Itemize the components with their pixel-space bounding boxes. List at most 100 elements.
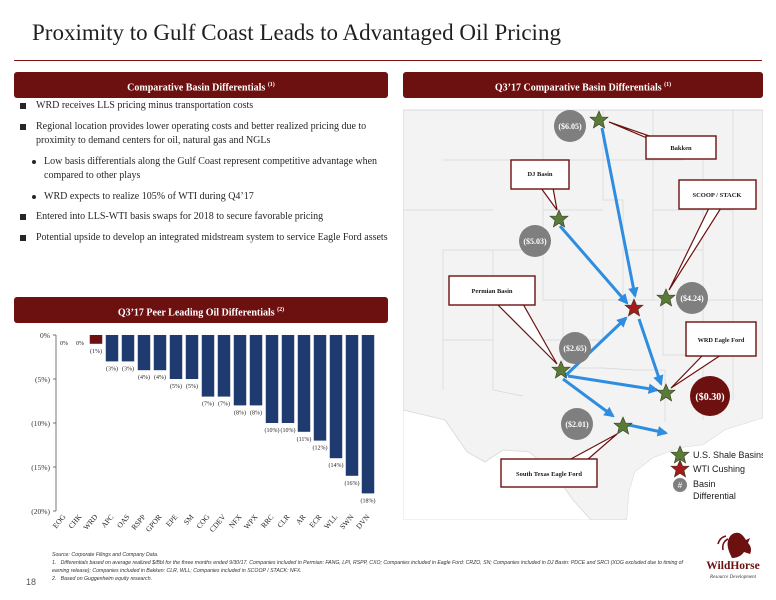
legend-shale-label: U.S. Shale Basins xyxy=(693,450,763,460)
differential-dj: ($5.03) xyxy=(519,225,551,257)
y-tick-label: (20%) xyxy=(31,507,50,516)
bar-sm xyxy=(185,335,199,379)
banner-footnote-ref: (1) xyxy=(664,82,672,88)
bar-wrd xyxy=(89,335,103,344)
y-tick-label: (15%) xyxy=(31,463,50,472)
data-label-sm: (5%) xyxy=(186,383,198,390)
sub-bullet-item: Low basis differentials along the Gulf C… xyxy=(20,155,392,184)
footnote-2: 2. Based on Guggenheim equity research. xyxy=(52,576,153,582)
bar-gpor xyxy=(153,335,167,371)
category-label-oas: OAS xyxy=(115,513,132,530)
mexico-landmass xyxy=(403,409,592,520)
basin-map: ($6.05) ($5.03) ($4.24) ($2.65) ($2.01) … xyxy=(403,100,763,520)
callout-dj: DJ Basin xyxy=(510,159,570,211)
category-label-nfx: NFX xyxy=(227,512,244,530)
bar-ecr xyxy=(313,335,327,441)
data-label-wrd: (1%) xyxy=(90,348,102,355)
data-label-gpor: (4%) xyxy=(154,374,166,381)
data-label-ar: (11%) xyxy=(297,436,312,443)
banner-text: Comparative Basin Differentials xyxy=(127,82,266,94)
y-tick-label: (10%) xyxy=(31,419,50,428)
callout-bakken-label: Bakken xyxy=(670,145,692,152)
differential-south-texas-label: ($2.01) xyxy=(565,420,589,429)
differential-circles: ($6.05) ($5.03) ($4.24) ($2.65) ($2.01) … xyxy=(519,110,730,440)
logo-wordmark: WildHorse xyxy=(706,560,760,572)
category-label-dvn: DVN xyxy=(354,512,372,531)
differential-permian: ($2.65) xyxy=(559,332,591,364)
slide-title: Proximity to Gulf Coast Leads to Advanta… xyxy=(32,20,561,45)
differential-scoop-label: ($4.24) xyxy=(680,294,704,303)
callout-boxes: Bakken DJ Basin SCOOP / STACK Permian Ba… xyxy=(448,121,757,488)
bar-rspp xyxy=(137,335,151,371)
bar-wpx xyxy=(249,335,263,406)
category-label-cdev: CDEV xyxy=(208,512,228,534)
horse-head-icon xyxy=(717,532,752,558)
data-label-cdev: (7%) xyxy=(218,401,230,408)
category-label-ecr: ECR xyxy=(307,513,323,530)
bar-nfx xyxy=(233,335,247,406)
gulf-of-mexico xyxy=(627,418,763,520)
bar-epe xyxy=(169,335,183,379)
differential-wrd-label: ($0.30) xyxy=(695,392,724,403)
bullet-item: Regional location provides lower operati… xyxy=(20,120,392,149)
bar-ar xyxy=(297,335,311,432)
differential-dj-label: ($5.03) xyxy=(523,237,547,246)
callout-wrd-eagle-ford: WRD Eagle Ford xyxy=(670,321,757,389)
bar-clr xyxy=(281,335,295,423)
banner-footnote-ref: (2) xyxy=(277,307,285,313)
legend-differential-circle-icon xyxy=(673,478,687,492)
map-background xyxy=(403,100,763,520)
callout-permian: Permian Basin xyxy=(448,275,558,365)
peer-differentials-chart: 0% (5%) (10%) (15%) (20%) 0% EOG 0% CHK (1%) WRD (3… xyxy=(31,331,376,534)
callout-scoop-label: SCOOP / STACK xyxy=(692,192,741,199)
banner-text: Q3’17 Comparative Basin Differentials xyxy=(494,82,662,94)
bar-oas xyxy=(121,335,135,362)
bar-cdev xyxy=(217,335,231,397)
bullet-list: WRD receives LLS pricing minus transport… xyxy=(20,99,392,251)
footnote-1: 1. Differentials based on average realiz… xyxy=(52,560,683,574)
y-tick-label: 0% xyxy=(40,331,50,340)
footnote-2-text: Based on Guggenheim equity research. xyxy=(60,576,153,582)
data-label-chk: 0% xyxy=(76,341,84,347)
callout-south-texas: South Texas Eagle Ford xyxy=(500,433,618,488)
bar-swn xyxy=(345,335,359,476)
bar-rrc xyxy=(265,335,279,423)
differential-scoop: ($4.24) xyxy=(676,282,708,314)
callout-scoop: SCOOP / STACK xyxy=(668,179,757,291)
banner-footnote-ref: (1) xyxy=(267,82,275,88)
differential-permian-label: ($2.65) xyxy=(563,344,587,353)
map-legend: U.S. Shale Basins WTI Cushing # Basin Di… xyxy=(670,445,763,501)
data-label-dvn: (18%) xyxy=(361,497,376,504)
legend-differential-symbol: # xyxy=(678,481,683,490)
data-label-cog: (7%) xyxy=(202,401,214,408)
category-label-eog: EOG xyxy=(51,512,68,530)
differential-bakken: ($6.05) xyxy=(554,110,586,142)
category-label-apc: APC xyxy=(99,513,115,530)
bullet-item: Potential upside to develop an integrate… xyxy=(20,231,392,246)
category-label-chk: CHK xyxy=(66,512,83,530)
footnote-1-text: Differentials based on average realized … xyxy=(52,560,683,574)
data-label-wll: (14%) xyxy=(329,462,344,469)
data-label-wpx: (8%) xyxy=(250,409,262,416)
map-panel-banner: Q3’17 Comparative Basin Differentials (1… xyxy=(403,72,763,98)
legend-differential-line-1: Basin xyxy=(693,479,716,489)
callout-bakken: Bakken xyxy=(608,121,717,160)
category-label-clr: CLR xyxy=(275,513,291,530)
data-label-apc: (3%) xyxy=(106,365,118,372)
category-label-ar: AR xyxy=(294,513,308,527)
comparative-basin-banner: Comparative Basin Differentials (1) xyxy=(14,72,388,98)
data-label-clr: (10%) xyxy=(281,427,296,434)
callout-south-texas-label: South Texas Eagle Ford xyxy=(516,471,582,478)
data-label-ecr: (12%) xyxy=(313,445,328,452)
data-label-nfx: (8%) xyxy=(234,409,246,416)
footnotes: Source: Corporate Filings and Company Da… xyxy=(52,551,692,583)
category-label-epe: EPE xyxy=(164,512,180,528)
differential-wrd: ($0.30) xyxy=(690,376,730,416)
category-label-wll: WLL xyxy=(322,512,340,531)
callout-permian-label: Permian Basin xyxy=(472,288,513,295)
callout-wrd-eagle-ford-label: WRD Eagle Ford xyxy=(698,337,745,344)
data-label-oas: (3%) xyxy=(122,365,134,372)
flow-arrows xyxy=(558,127,669,437)
bullet-item: WRD receives LLS pricing minus transport… xyxy=(20,99,392,114)
legend-cushing-label: WTI Cushing xyxy=(693,464,745,474)
